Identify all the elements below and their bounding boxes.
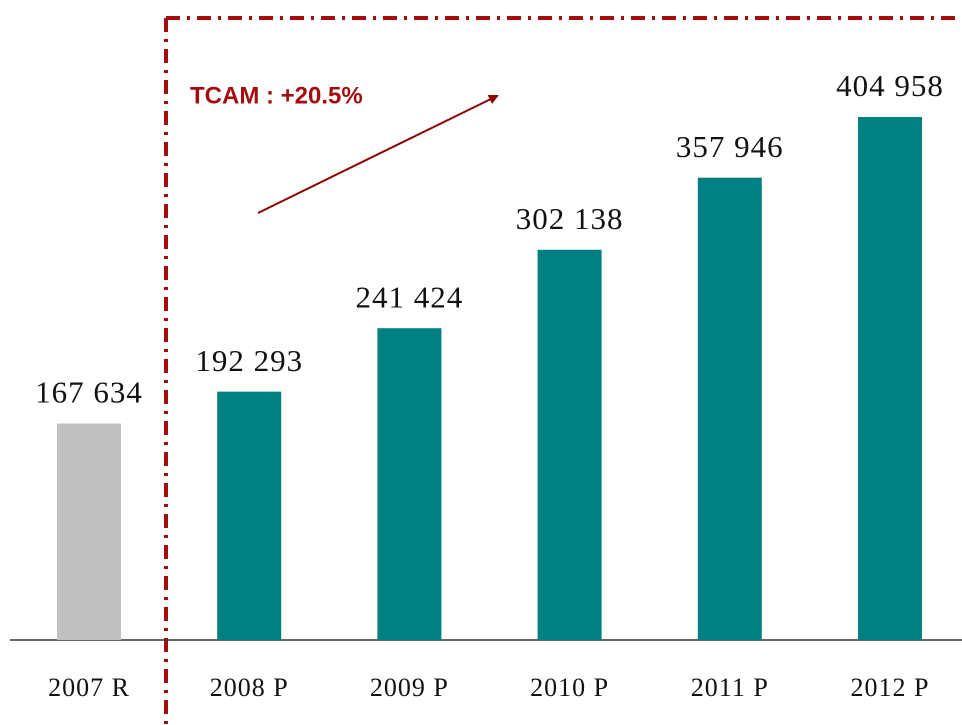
annotation: TCAM : +20.5% bbox=[190, 82, 363, 109]
value-label: 357 946 bbox=[676, 129, 784, 164]
trend-arrow bbox=[257, 95, 499, 214]
x-tick-label: 2011 P bbox=[691, 673, 769, 702]
x-tick-label: 2012 P bbox=[851, 673, 930, 702]
bar bbox=[57, 423, 121, 640]
value-label: 241 424 bbox=[356, 279, 464, 314]
x-tick-label: 2008 P bbox=[210, 673, 289, 702]
value-label: 404 958 bbox=[836, 68, 944, 103]
x-tick-label: 2010 P bbox=[530, 673, 609, 702]
x-tick-label: 2009 P bbox=[370, 673, 449, 702]
x-tick-label: 2007 R bbox=[48, 673, 130, 702]
highlight-frame bbox=[164, 16, 962, 725]
bar bbox=[217, 391, 282, 640]
value-label: 167 634 bbox=[35, 375, 143, 410]
value-label: 302 138 bbox=[516, 201, 624, 236]
bar bbox=[858, 117, 922, 640]
bar bbox=[697, 177, 762, 640]
bar bbox=[537, 249, 602, 640]
value-label: 192 293 bbox=[195, 343, 303, 378]
bar bbox=[377, 328, 442, 640]
